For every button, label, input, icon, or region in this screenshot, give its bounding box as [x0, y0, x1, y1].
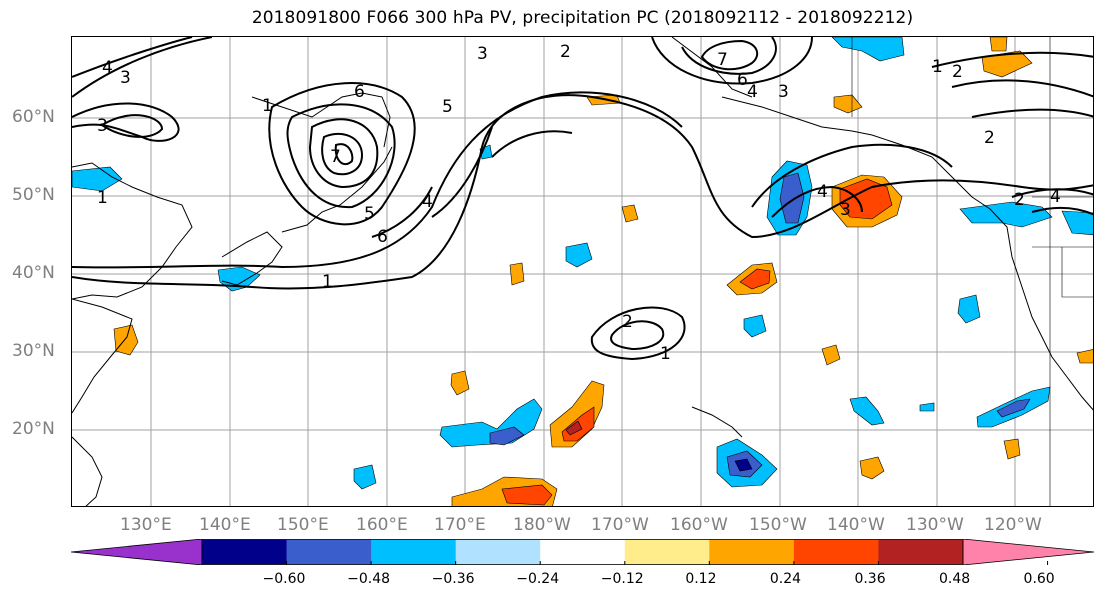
longitude-label: 160°W [670, 515, 728, 535]
pv-label: 6 [377, 227, 388, 247]
pv-contours [72, 37, 1093, 361]
map-panel: 1 1 1 1 1 2 2 2 2 2 3 3 3 3 3 4 4 4 4 4 … [71, 36, 1094, 507]
colorbar-swatch [709, 539, 795, 565]
colorbar-swatch [202, 539, 288, 565]
colorbar-swatch [371, 539, 457, 565]
colorbar-extend-high [962, 539, 1094, 565]
colorbar-swatch [455, 539, 541, 565]
pv-label: 2 [1014, 190, 1025, 210]
colorbar-tick-label: 0.12 [685, 571, 717, 587]
longitude-label: 120°W [984, 515, 1042, 535]
latitude-label: 50°N [12, 185, 55, 205]
colorbar [71, 539, 1094, 565]
longitude-label: 130°E [120, 515, 172, 535]
colorbar-tick-label: −0.48 [347, 571, 391, 587]
colorbar-outline [201, 539, 964, 565]
pv-contour-labels: 1 1 1 1 1 2 2 2 2 2 3 3 3 3 3 4 4 4 4 4 … [97, 42, 1061, 364]
pv-label: 4 [747, 82, 758, 102]
pv-label: 6 [737, 70, 748, 90]
pv-label: 3 [477, 44, 488, 64]
pv-label: 7 [330, 147, 341, 167]
colorbar-tick-label: −0.60 [262, 571, 306, 587]
colorbar-tick-label: 0.36 [854, 571, 886, 587]
colorbar-tick-label: −0.24 [516, 571, 560, 587]
pv-label: 3 [120, 68, 131, 88]
pv-label: 2 [952, 62, 963, 82]
coastlines [72, 37, 1093, 506]
pv-label: 5 [364, 204, 375, 224]
latitude-label: 30°N [12, 341, 55, 361]
colorbar-tick-label: −0.36 [431, 571, 475, 587]
colorbar-tick-label: 0.60 [1023, 571, 1055, 587]
pv-label: 1 [932, 57, 943, 77]
pv-label: 1 [97, 188, 108, 208]
longitude-label: 150°W [749, 515, 807, 535]
longitude-label: 170°W [591, 515, 649, 535]
colorbar-tick-label: −0.12 [600, 571, 644, 587]
pv-label: 4 [102, 58, 113, 78]
latitude-label: 40°N [12, 263, 55, 283]
pv-label: 3 [97, 116, 108, 136]
pv-label: 1 [660, 344, 671, 364]
latitude-label: 20°N [12, 419, 55, 439]
pv-label: 3 [840, 200, 851, 220]
figure-title: 2018091800 F066 300 hPa PV, precipitatio… [251, 8, 914, 28]
longitude-label: 130°W [906, 515, 964, 535]
pv-label: 2 [560, 42, 571, 62]
colorbar-swatch [624, 539, 710, 565]
pv-label: 7 [717, 50, 728, 70]
pv-label: 1 [322, 272, 333, 292]
colorbar-swatch [286, 539, 372, 565]
latitude-label: 60°N [12, 107, 55, 127]
pv-label: 4 [817, 182, 828, 202]
colorbar-tick-label: 0.48 [939, 571, 971, 587]
longitude-label: 180°W [513, 515, 571, 535]
colorbar-swatch [540, 539, 626, 565]
pv-label: 6 [354, 82, 365, 102]
longitude-label: 160°E [356, 515, 408, 535]
longitude-label: 140°W [827, 515, 885, 535]
colorbar-tick-label: 0.24 [769, 571, 802, 587]
pv-label: 3 [778, 82, 789, 102]
longitude-label: 140°E [199, 515, 251, 535]
colorbar-extend-low [71, 539, 203, 565]
pv-label: 2 [984, 128, 995, 148]
pv-label: 2 [622, 312, 633, 332]
colorbar-swatch [793, 539, 879, 565]
pv-label: 5 [442, 97, 453, 117]
pv-label: 4 [422, 192, 433, 212]
pv-label: 1 [262, 96, 273, 116]
precip-shading [72, 37, 1093, 506]
pv-label: 4 [1050, 187, 1061, 207]
colorbar-swatch [878, 539, 964, 565]
longitude-label: 150°E [277, 515, 329, 535]
longitude-label: 170°E [434, 515, 486, 535]
map-canvas: 1 1 1 1 1 2 2 2 2 2 3 3 3 3 3 4 4 4 4 4 … [72, 37, 1093, 506]
